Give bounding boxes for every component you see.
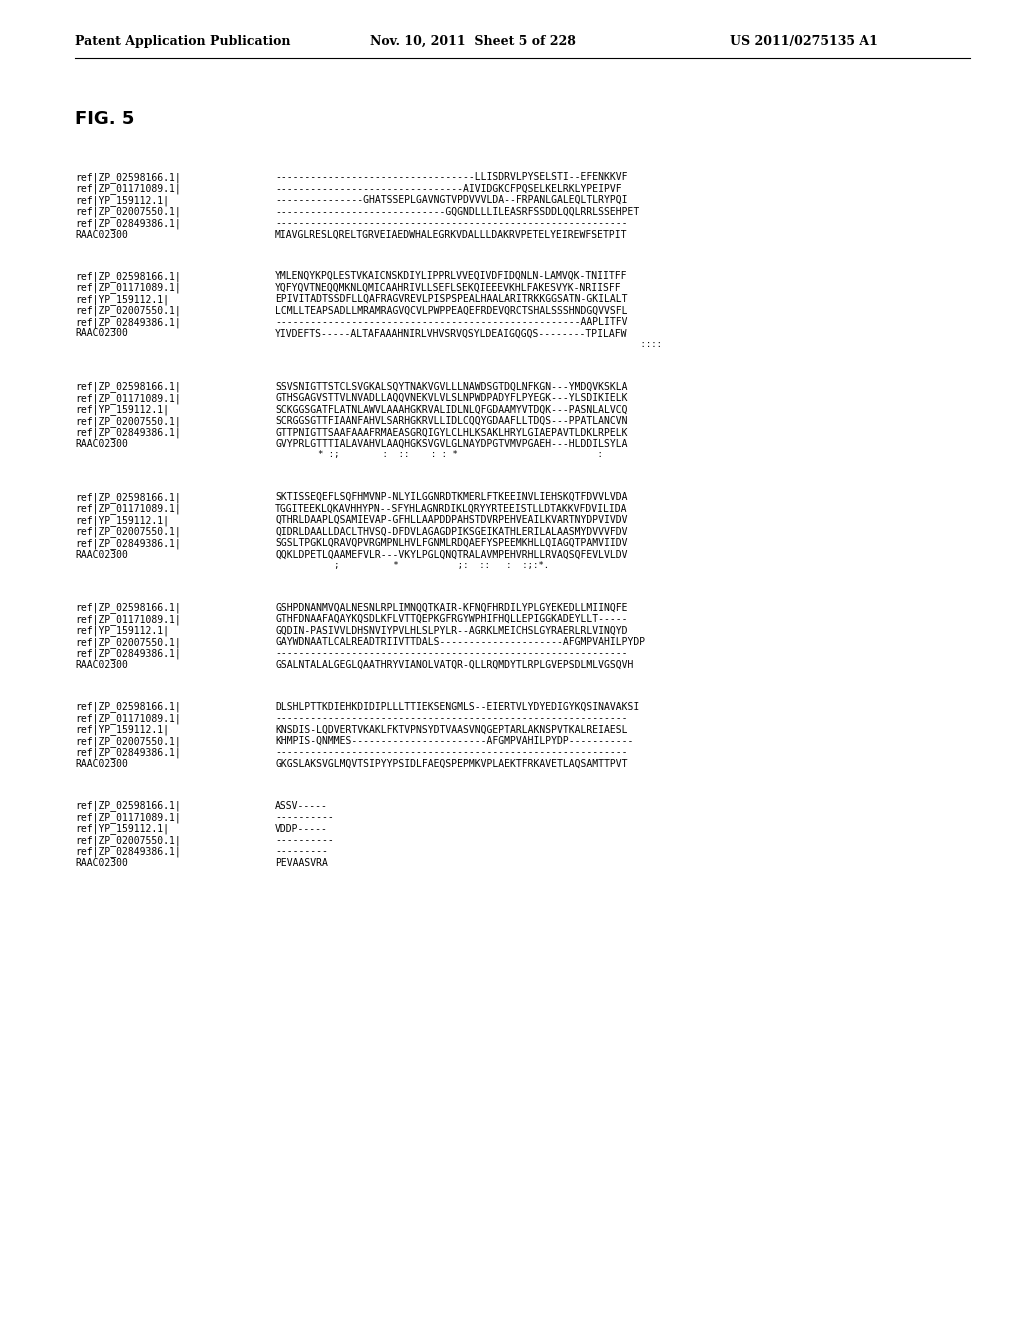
Text: ------------------------------------------------------------: ----------------------------------------… <box>275 648 628 659</box>
Text: RAAC02300: RAAC02300 <box>75 329 128 338</box>
Text: MIAVGLRESLQRELTGRVEIAEDWHALEGRKVDALLLDAKRVPETELYEIREWFSETPIT: MIAVGLRESLQRELTGRVEIAEDWHALEGRKVDALLLDAK… <box>275 230 628 239</box>
Text: ref|ZP_02849386.1|: ref|ZP_02849386.1| <box>75 428 181 438</box>
Text: ---------: --------- <box>275 846 328 857</box>
Text: EPIVITADTSSDFLLQAFRAGVREVLPISPSPEALHAALARITRKKGGSATN-GKILALT: EPIVITADTSSDFLLQAFRAGVREVLPISPSPEALHAALA… <box>275 294 628 304</box>
Text: ---------------GHATSSEPLGAVNGTVPDVVVLDA--FRPANLGALEQLTLRYPQI: ---------------GHATSSEPLGAVNGTVPDVVVLDA-… <box>275 195 628 205</box>
Text: ref|ZP_02598166.1|: ref|ZP_02598166.1| <box>75 800 181 812</box>
Text: YQFYQVTNEQQMKNLQMICAAHRIVLLSEFLSEKQIEEEVKHLFAKESVYK-NRIISFF: YQFYQVTNEQQMKNLQMICAAHRIVLLSEFLSEKQIEEEV… <box>275 282 622 293</box>
Text: ref|ZP_01171089.1|: ref|ZP_01171089.1| <box>75 183 181 194</box>
Text: ref|ZP_02598166.1|: ref|ZP_02598166.1| <box>75 701 181 713</box>
Text: ref|ZP_02598166.1|: ref|ZP_02598166.1| <box>75 172 181 183</box>
Text: ref|ZP_02007550.1|: ref|ZP_02007550.1| <box>75 206 181 218</box>
Text: GTHFDNAAFAQAYKQSDLKFLVTTQEPKGFRGYWPHIFHQLLEPIGGKADEYLLT-----: GTHFDNAAFAQAYKQSDLKFLVTTQEPKGFRGYWPHIFHQ… <box>275 614 628 624</box>
Text: ref|ZP_01171089.1|: ref|ZP_01171089.1| <box>75 713 181 723</box>
Text: GSHPDNANMVQALNESNLRPLIMNQQTKAIR-KFNQFHRDILYPLGYEKEDLLMIINQFE: GSHPDNANMVQALNESNLRPLIMNQQTKAIR-KFNQFHRD… <box>275 602 628 612</box>
Text: ref|YP_159112.1|: ref|YP_159112.1| <box>75 515 169 525</box>
Text: ----------: ---------- <box>275 812 334 822</box>
Text: Patent Application Publication: Patent Application Publication <box>75 36 291 48</box>
Text: YIVDEFTS-----ALTAFAAAHNIRLVHVSRVQSYLDEAIGQGQS--------TPILAFW: YIVDEFTS-----ALTAFAAAHNIRLVHVSRVQSYLDEAI… <box>275 329 628 338</box>
Text: ref|ZP_02849386.1|: ref|ZP_02849386.1| <box>75 648 181 660</box>
Text: QIDRLDAALLDACLTHVSQ-DFDVLAGAGDPIKSGEIKATHLERILALAASMYDVVVFDV: QIDRLDAALLDACLTHVSQ-DFDVLAGAGDPIKSGEIKAT… <box>275 527 628 536</box>
Text: GAYWDNAATLCALREADTRIIVTTDALS---------------------AFGMPVAHILPYDP: GAYWDNAATLCALREADTRIIVTTDALS------------… <box>275 638 645 647</box>
Text: SSVSNIGTTSTCLSVGKALSQYTNAKVGVLLLNAWDSGTDQLNFKGN---YMDQVKSKLA: SSVSNIGTTSTCLSVGKALSQYTNAKVGVLLLNAWDSGTD… <box>275 381 628 392</box>
Text: -----------------------------GQGNDLLLILEASRFSSDDLQQLRRLSSEHPET: -----------------------------GQGNDLLLILE… <box>275 206 639 216</box>
Text: GTHSGAGVSTTVLNVADLLAQQVNEKVLVLSLNPWDPADYFLPYEGK---YLSDIKIELK: GTHSGAGVSTTVLNVADLLAQQVNEKVLVLSLNPWDPADY… <box>275 393 628 403</box>
Text: ref|ZP_02849386.1|: ref|ZP_02849386.1| <box>75 218 181 228</box>
Text: ref|ZP_02007550.1|: ref|ZP_02007550.1| <box>75 638 181 648</box>
Text: ref|ZP_02007550.1|: ref|ZP_02007550.1| <box>75 305 181 317</box>
Text: ref|ZP_02598166.1|: ref|ZP_02598166.1| <box>75 381 181 392</box>
Text: KNSDIS-LQDVERTVKAKLFKTVPNSYDTVAASVNQGEPTARLAKNSPVTKALREIAESL: KNSDIS-LQDVERTVKAKLFKTVPNSYDTVAASVNQGEPT… <box>275 725 628 734</box>
Text: ref|YP_159112.1|: ref|YP_159112.1| <box>75 404 169 416</box>
Text: ----------------------------------------------------AAPLITFV: ----------------------------------------… <box>275 317 628 327</box>
Text: RAAC02300: RAAC02300 <box>75 858 128 869</box>
Text: ::::: :::: <box>275 341 662 348</box>
Text: ref|ZP_02849386.1|: ref|ZP_02849386.1| <box>75 747 181 759</box>
Text: ref|ZP_01171089.1|: ref|ZP_01171089.1| <box>75 614 181 624</box>
Text: SCRGGSGTTFIAANFAHVLSARHGKRVLLIDLCQQYGDAAFLLTDQS---PPATLANCVN: SCRGGSGTTFIAANFAHVLSARHGKRVLLIDLCQQYGDAA… <box>275 416 628 426</box>
Text: ------------------------------------------------------------: ----------------------------------------… <box>275 218 628 228</box>
Text: ref|ZP_02849386.1|: ref|ZP_02849386.1| <box>75 846 181 858</box>
Text: SKTISSEQEFLSQFHMVNP-NLYILGGNRDTKMERLFTKEEINVLIEHSKQTFDVVLVDA: SKTISSEQEFLSQFHMVNP-NLYILGGNRDTKMERLFTKE… <box>275 492 628 502</box>
Text: VDDP-----: VDDP----- <box>275 824 328 833</box>
Text: ref|ZP_02007550.1|: ref|ZP_02007550.1| <box>75 527 181 537</box>
Text: ref|ZP_02598166.1|: ref|ZP_02598166.1| <box>75 602 181 614</box>
Text: FIG. 5: FIG. 5 <box>75 110 134 128</box>
Text: Nov. 10, 2011  Sheet 5 of 228: Nov. 10, 2011 Sheet 5 of 228 <box>370 36 575 48</box>
Text: ref|YP_159112.1|: ref|YP_159112.1| <box>75 195 169 206</box>
Text: ref|ZP_01171089.1|: ref|ZP_01171089.1| <box>75 393 181 404</box>
Text: ref|YP_159112.1|: ref|YP_159112.1| <box>75 824 169 834</box>
Text: GVYPRLGTTTIALAVAHVLAAQHGKSVGVLGLNAYDPGTVMVPGAEH---HLDDILSYLA: GVYPRLGTTTIALAVAHVLAAQHGKSVGVLGLNAYDPGTV… <box>275 440 628 449</box>
Text: ref|ZP_01171089.1|: ref|ZP_01171089.1| <box>75 812 181 822</box>
Text: ref|YP_159112.1|: ref|YP_159112.1| <box>75 725 169 735</box>
Text: TGGITEEKLQKAVHHYPN--SFYHLAGNRDIKLQRYYRTEEISTLLDTAKKVFDVILIDA: TGGITEEKLQKAVHHYPN--SFYHLAGNRDIKLQRYYRTE… <box>275 503 628 513</box>
Text: GKGSLAKSVGLMQVTSIPYYPSIDLFAEQSPEPMKVPLAEKTFRKAVETLAQSAMTTPVT: GKGSLAKSVGLMQVTSIPYYPSIDLFAEQSPEPMKVPLAE… <box>275 759 628 770</box>
Text: YMLENQYKPQLESTVKAICNSKDIYLIPPRLVVEQIVDFIDQNLN-LAMVQK-TNIITFF: YMLENQYKPQLESTVKAICNSKDIYLIPPRLVVEQIVDFI… <box>275 271 628 281</box>
Text: ASSV-----: ASSV----- <box>275 800 328 810</box>
Text: --------------------------------AIVIDGKCFPQSELKELRKLYPEIPVF: --------------------------------AIVIDGKC… <box>275 183 622 194</box>
Text: DLSHLPTTKDIEHKDIDIPLLLTTIEKSENGMLS--EIERTVLYDYEDIGYKQSINAVAKSI: DLSHLPTTKDIEHKDIDIPLLLTTIEKSENGMLS--EIER… <box>275 701 639 711</box>
Text: GQDIN-PASIVVLDHSNVIYPVLHLSLPYLR--AGRKLMEICHSLGYRAERLRLVINQYD: GQDIN-PASIVVLDHSNVIYPVLHLSLPYLR--AGRKLME… <box>275 626 628 635</box>
Text: QTHRLDAAPLQSAMIEVAP-GFHLLAAPDDPAHSTDVRPEHVEAILKVARTNYDPVIVDV: QTHRLDAAPLQSAMIEVAP-GFHLLAAPDDPAHSTDVRPE… <box>275 515 628 525</box>
Text: GSALNTALALGEGLQAATHRYVIANOLVATQR-QLLRQMDYTLRPLGVEPSDLMLVGSQVH: GSALNTALALGEGLQAATHRYVIANOLVATQR-QLLRQMD… <box>275 660 634 671</box>
Text: ref|ZP_02598166.1|: ref|ZP_02598166.1| <box>75 271 181 282</box>
Text: ref|ZP_02007550.1|: ref|ZP_02007550.1| <box>75 836 181 846</box>
Text: PEVAASVRA: PEVAASVRA <box>275 858 328 869</box>
Text: RAAC02300: RAAC02300 <box>75 440 128 449</box>
Text: ------------------------------------------------------------: ----------------------------------------… <box>275 747 628 758</box>
Text: * :;        :  ::    : : *                          :: * :; : :: : : * : <box>275 450 603 459</box>
Text: ref|ZP_02007550.1|: ref|ZP_02007550.1| <box>75 737 181 747</box>
Text: ------------------------------------------------------------: ----------------------------------------… <box>275 713 628 723</box>
Text: SGSLTPGKLQRAVQPVRGMPNLHVLFGNMLRDQAEFYSPEEMKHLLQIAGQTPAMVIIDV: SGSLTPGKLQRAVQPVRGMPNLHVLFGNMLRDQAEFYSPE… <box>275 539 628 548</box>
Text: SCKGGSGATFLATNLAWVLAAAHGKRVALIDLNLQFGDAAMYVTDQK---PASNLALVCQ: SCKGGSGATFLATNLAWVLAAAHGKRVALIDLNLQFGDAA… <box>275 404 628 414</box>
Text: ref|ZP_02598166.1|: ref|ZP_02598166.1| <box>75 492 181 503</box>
Text: LCMLLTEAPSADLLMRAMRAGVQCVLPWPPEAQEFRDEVQRCTSHALSSSHNDGQVVSFL: LCMLLTEAPSADLLMRAMRAGVQCVLPWPPEAQEFRDEVQ… <box>275 305 628 315</box>
Text: QQKLDPETLQAAMEFVLR---VKYLPGLQNQTRALAVMPEHVRHLLRVAQSQFEVLVLDV: QQKLDPETLQAAMEFVLR---VKYLPGLQNQTRALAVMPE… <box>275 549 628 560</box>
Text: ref|ZP_02849386.1|: ref|ZP_02849386.1| <box>75 539 181 549</box>
Text: US 2011/0275135 A1: US 2011/0275135 A1 <box>730 36 878 48</box>
Text: RAAC02300: RAAC02300 <box>75 230 128 239</box>
Text: RAAC02300: RAAC02300 <box>75 660 128 671</box>
Text: RAAC02300: RAAC02300 <box>75 759 128 770</box>
Text: ----------------------------------LLISDRVLPYSELSTI--EFENKKVF: ----------------------------------LLISDR… <box>275 172 628 182</box>
Text: ref|ZP_01171089.1|: ref|ZP_01171089.1| <box>75 503 181 515</box>
Text: ref|YP_159112.1|: ref|YP_159112.1| <box>75 626 169 636</box>
Text: RAAC02300: RAAC02300 <box>75 549 128 560</box>
Text: ;          *           ;:  ::   :  :;:*.: ; * ;: :: : :;:*. <box>275 561 549 570</box>
Text: KHMPIS-QNMMES-----------------------AFGMPVAHILPYDP-----------: KHMPIS-QNMMES-----------------------AFGM… <box>275 737 634 746</box>
Text: ref|ZP_02007550.1|: ref|ZP_02007550.1| <box>75 416 181 426</box>
Text: GTTPNIGTTSAAFAAAFRMAEASGRQIGYLCLHLKSAKLHRYLGIAEPAVTLDKLRPELK: GTTPNIGTTSAAFAAAFRMAEASGRQIGYLCLHLKSAKLH… <box>275 428 628 437</box>
Text: ref|ZP_01171089.1|: ref|ZP_01171089.1| <box>75 282 181 293</box>
Text: ----------: ---------- <box>275 836 334 845</box>
Text: ref|ZP_02849386.1|: ref|ZP_02849386.1| <box>75 317 181 327</box>
Text: ref|YP_159112.1|: ref|YP_159112.1| <box>75 294 169 305</box>
